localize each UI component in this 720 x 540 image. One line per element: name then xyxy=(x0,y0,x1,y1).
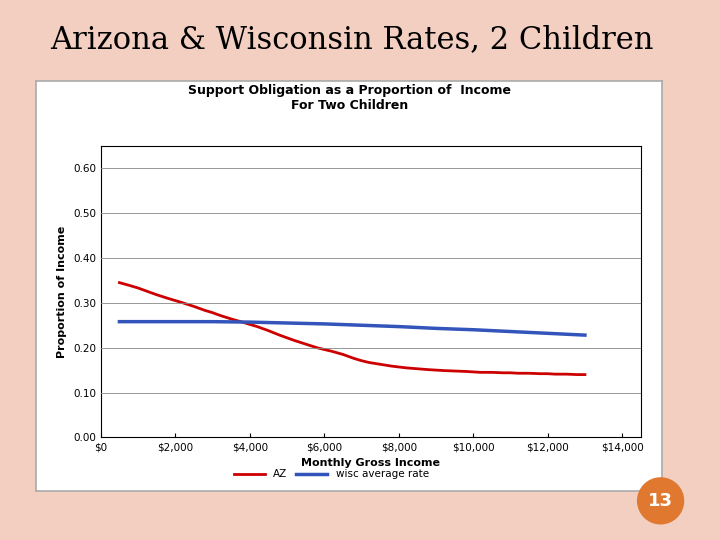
wisc average rate xyxy=(432,325,441,332)
AZ xyxy=(216,312,225,319)
Legend: AZ, wisc average rate: AZ, wisc average rate xyxy=(230,465,433,483)
AZ xyxy=(450,368,459,374)
Line: AZ: AZ xyxy=(120,282,585,375)
AZ xyxy=(424,367,433,373)
X-axis label: Monthly Gross Income: Monthly Gross Income xyxy=(301,458,441,468)
AZ xyxy=(573,372,582,378)
Text: Support Obligation as a Proportion of  Income
For Two Children: Support Obligation as a Proportion of In… xyxy=(188,84,510,112)
wisc average rate xyxy=(134,319,143,325)
wisc average rate xyxy=(469,327,477,333)
AZ xyxy=(562,371,571,377)
wisc average rate xyxy=(506,328,515,335)
wisc average rate xyxy=(171,319,179,325)
wisc average rate xyxy=(320,321,328,327)
Circle shape xyxy=(638,478,683,524)
wisc average rate xyxy=(580,332,589,339)
wisc average rate xyxy=(395,323,403,330)
AZ xyxy=(115,279,124,286)
Text: 13: 13 xyxy=(648,492,673,510)
wisc average rate xyxy=(115,319,124,325)
Y-axis label: Proportion of Income: Proportion of Income xyxy=(58,226,68,357)
AZ xyxy=(580,372,589,378)
wisc average rate xyxy=(357,322,366,328)
AZ xyxy=(264,327,273,334)
AZ xyxy=(253,323,261,330)
Line: wisc average rate: wisc average rate xyxy=(120,322,585,335)
wisc average rate xyxy=(544,330,552,336)
Text: Arizona & Wisconsin Rates, 2 Children: Arizona & Wisconsin Rates, 2 Children xyxy=(50,24,654,55)
wisc average rate xyxy=(208,319,217,325)
wisc average rate xyxy=(283,320,292,326)
wisc average rate xyxy=(246,319,254,325)
